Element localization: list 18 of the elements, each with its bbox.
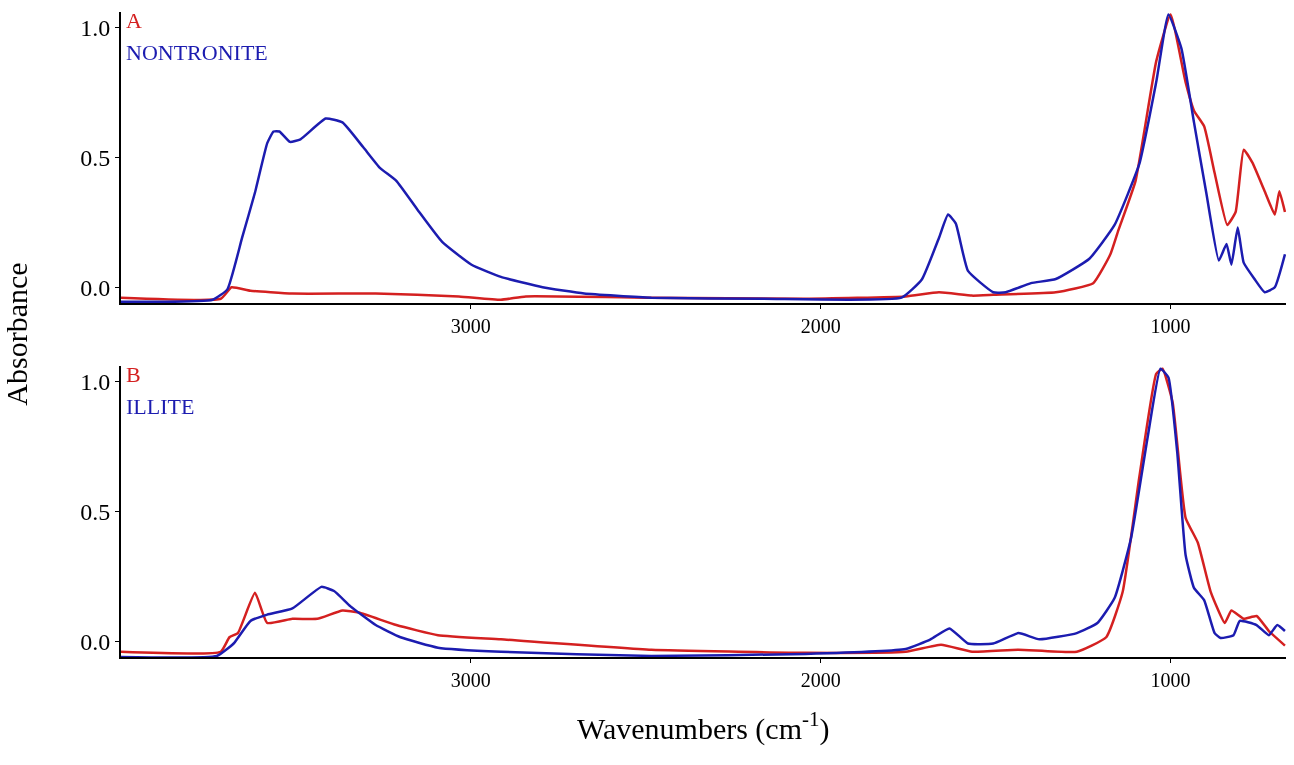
y-tick-label: 1.0 — [80, 14, 111, 41]
x-tick-label: 3000 — [450, 314, 491, 337]
chart-title: A — [126, 8, 142, 33]
chart-title: B — [126, 362, 141, 387]
y-tick-label: 0.0 — [80, 628, 111, 655]
x-tick-label: 3000 — [450, 669, 491, 691]
text: NONTRONITE — [126, 40, 268, 65]
y-tick-label: 0.0 — [80, 274, 111, 301]
x-axis-title: Wavenumbers (cm$^{-1}$) — [577, 707, 830, 746]
x-tick-label: 1000 — [1150, 314, 1191, 337]
x-tick-label: 1000 — [1150, 669, 1191, 691]
y-tick-label: 1.0 — [80, 369, 111, 396]
x-tick-label: 2000 — [800, 669, 841, 691]
x-tick-label: 2000 — [800, 314, 841, 337]
y-axis-title: Absorbance — [0, 262, 33, 406]
text: ILLITE — [126, 394, 195, 419]
y-tick-label: 0.5 — [80, 498, 111, 525]
y-tick-label: 0.5 — [80, 144, 111, 171]
